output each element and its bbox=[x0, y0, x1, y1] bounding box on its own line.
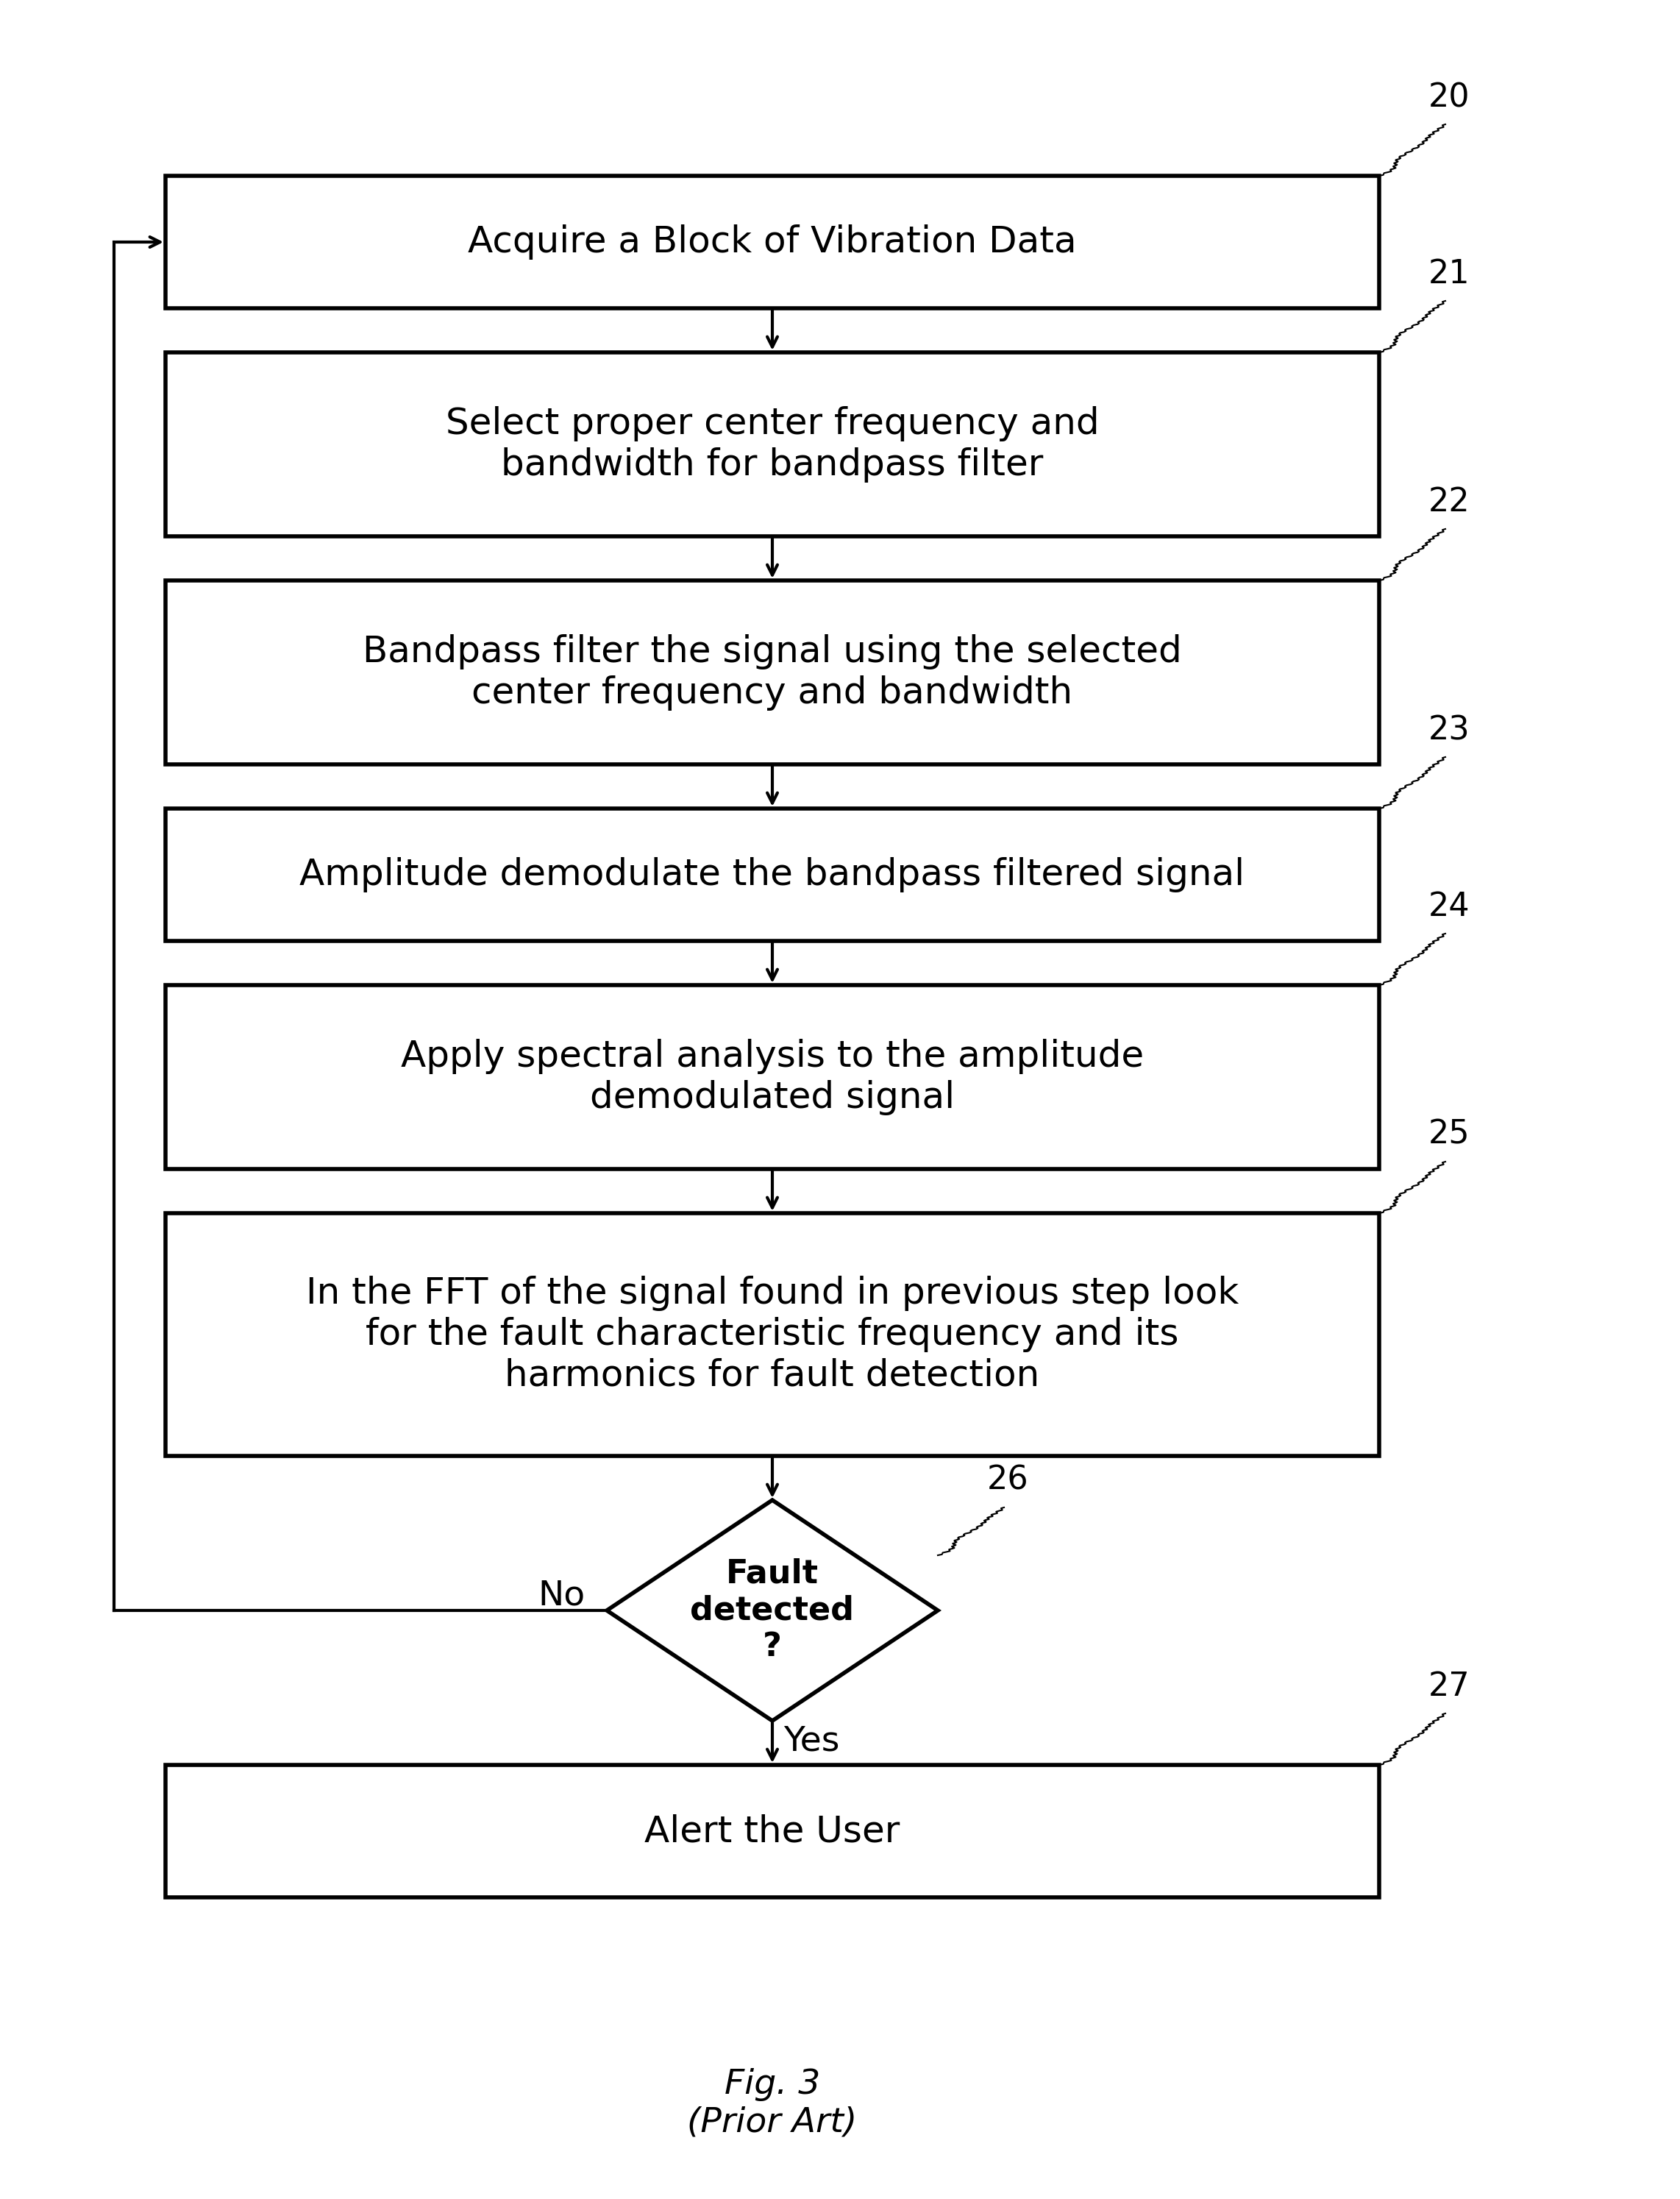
Text: Yes: Yes bbox=[783, 1724, 840, 1757]
FancyBboxPatch shape bbox=[166, 581, 1379, 765]
Text: No: No bbox=[538, 1579, 585, 1612]
FancyBboxPatch shape bbox=[166, 809, 1379, 941]
Text: In the FFT of the signal found in previous step look
for the fault characteristi: In the FFT of the signal found in previo… bbox=[306, 1275, 1238, 1394]
Text: Select proper center frequency and
bandwidth for bandpass filter: Select proper center frequency and bandw… bbox=[445, 407, 1099, 482]
Text: Fault
detected
?: Fault detected ? bbox=[690, 1557, 855, 1662]
Text: Amplitude demodulate the bandpass filtered signal: Amplitude demodulate the bandpass filter… bbox=[299, 858, 1245, 893]
FancyBboxPatch shape bbox=[166, 176, 1379, 308]
Text: Apply spectral analysis to the amplitude
demodulated signal: Apply spectral analysis to the amplitude… bbox=[402, 1038, 1144, 1115]
Text: 27: 27 bbox=[1428, 1671, 1470, 1702]
FancyBboxPatch shape bbox=[166, 1214, 1379, 1456]
Polygon shape bbox=[606, 1500, 937, 1722]
Text: 21: 21 bbox=[1428, 257, 1470, 290]
FancyBboxPatch shape bbox=[166, 1766, 1379, 1898]
Text: Alert the User: Alert the User bbox=[645, 1814, 900, 1849]
Text: 26: 26 bbox=[986, 1465, 1028, 1495]
Text: 23: 23 bbox=[1428, 715, 1470, 745]
Text: 24: 24 bbox=[1428, 891, 1470, 924]
Text: Acquire a Block of Vibration Data: Acquire a Block of Vibration Data bbox=[469, 224, 1077, 259]
Text: Fig. 3
(Prior Art): Fig. 3 (Prior Art) bbox=[687, 2067, 857, 2140]
Text: 20: 20 bbox=[1428, 81, 1470, 114]
FancyBboxPatch shape bbox=[166, 985, 1379, 1170]
Text: Bandpass filter the signal using the selected
center frequency and bandwidth: Bandpass filter the signal using the sel… bbox=[363, 633, 1183, 710]
Text: 22: 22 bbox=[1428, 486, 1470, 519]
FancyBboxPatch shape bbox=[166, 352, 1379, 537]
Text: 25: 25 bbox=[1428, 1119, 1470, 1150]
